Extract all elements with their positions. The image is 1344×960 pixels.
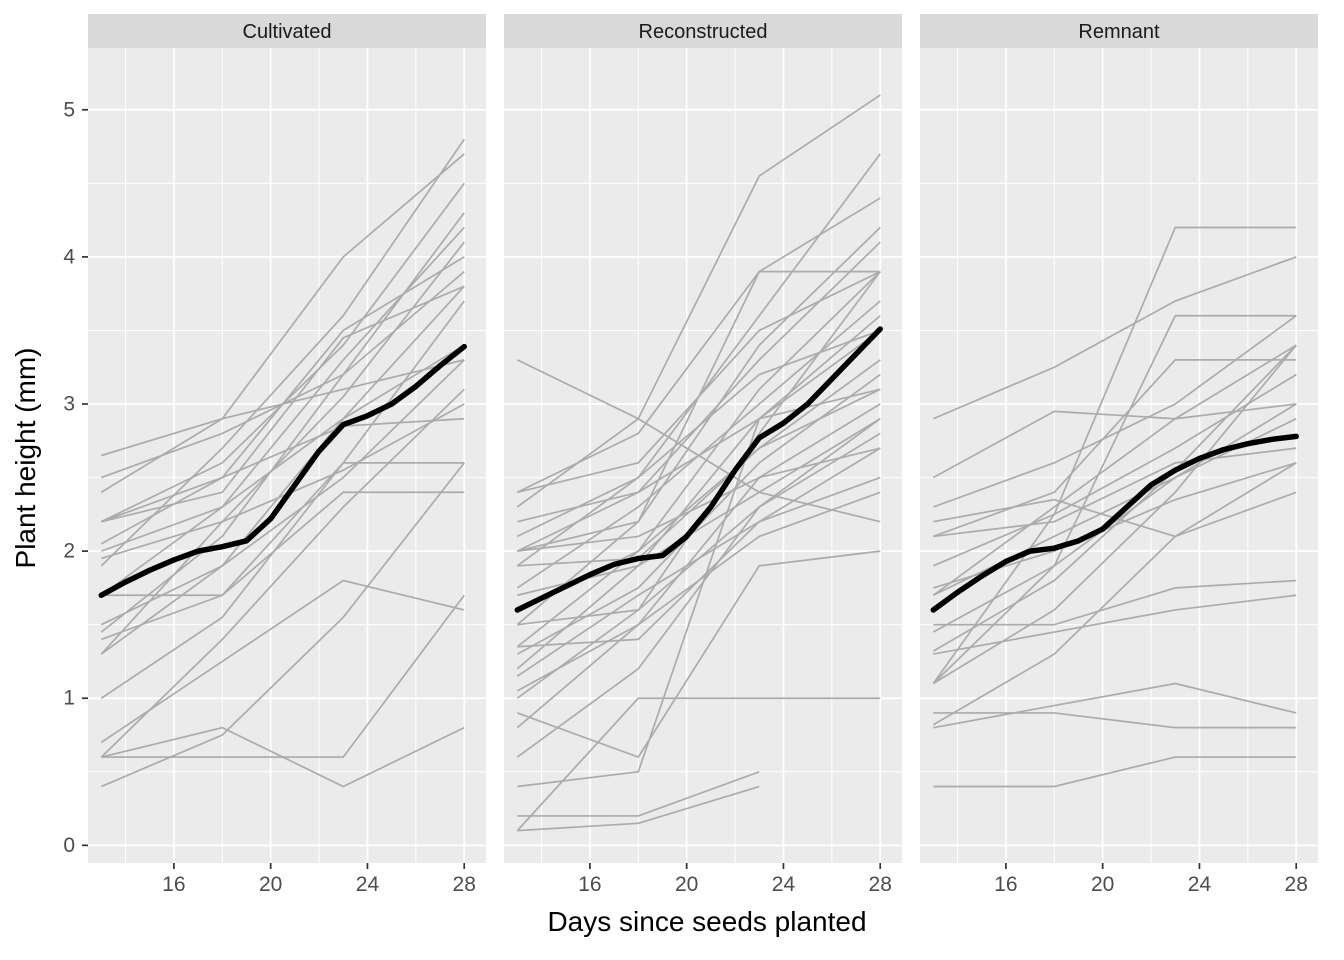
plant-line [516,476,881,677]
plant-line [517,770,760,817]
smooth-trend-line [930,433,1299,613]
facet-strip-label: Reconstructed [639,21,768,43]
plant-line [932,403,1297,479]
x-tick-label: 28 [869,873,892,896]
facet-strip [88,14,486,48]
y-tick-label: 5 [63,98,75,121]
facet-strip-label: Cultivated [243,21,332,43]
plant-line [516,271,881,648]
y-tick-label: 3 [63,393,75,416]
facet-strip [920,14,1318,48]
y-axis-title: Plant height (mm) [10,347,41,569]
plant-line [932,344,1297,685]
plant-line [517,447,881,552]
x-tick-label: 16 [578,873,601,896]
plant-line [100,344,465,655]
plant-line [932,344,1297,652]
facet-strip-label: Remnant [1078,21,1160,43]
plant-line [517,550,881,759]
plant-line [516,403,881,729]
plant-line [932,462,1297,726]
plant-line [101,403,465,560]
x-tick-label: 24 [772,873,796,896]
plant-line [101,285,465,523]
y-tick-label: 1 [63,687,75,710]
plant-line [101,359,465,457]
x-tick-label: 24 [1188,873,1212,896]
plant-line [517,785,760,832]
plant-line [516,226,881,626]
plant-line [933,682,1297,729]
smooth-trend-line [98,343,467,599]
plant-line [933,579,1297,626]
plant-line [517,388,881,567]
y-tick-label: 4 [63,245,75,268]
panel-background [920,48,1318,863]
plant-line [517,270,881,552]
plant-line [516,359,881,523]
x-tick-label: 16 [994,873,1017,896]
plant-line [516,697,881,832]
x-tick-label: 24 [356,873,380,896]
smooth-trend-line [514,326,883,613]
x-tick-label: 28 [453,873,476,896]
x-tick-label: 20 [675,873,698,896]
x-tick-label: 20 [1091,873,1114,896]
panel-cultivated [88,48,486,863]
x-tick-label: 20 [259,873,282,896]
plant-line [101,726,465,788]
plant-line [101,462,465,641]
plant-line [101,491,465,597]
plant-line [932,256,1297,420]
plant-line [933,712,1297,729]
plant-line [100,579,465,744]
plant-line [516,197,881,494]
plant-line [933,359,1297,538]
y-tick-label: 0 [63,834,75,857]
plant-line [933,447,1297,538]
x-tick-label: 28 [1285,873,1308,896]
y-tick-label: 2 [63,540,75,563]
facet-strip [504,14,902,48]
x-tick-label: 16 [162,873,185,896]
plant-line [517,329,881,788]
panel-reconstructed [504,48,902,863]
plant-line [933,756,1297,788]
panel-remnant [920,48,1318,863]
plant-line [932,344,1297,596]
plant-line [100,388,465,758]
plant-line [100,285,465,596]
plant-line [100,241,465,655]
plant-line [516,491,881,692]
plant-line [100,462,465,788]
plant-line [933,594,1297,655]
x-axis-title: Days since seeds planted [547,906,867,937]
plant-line [101,417,465,523]
